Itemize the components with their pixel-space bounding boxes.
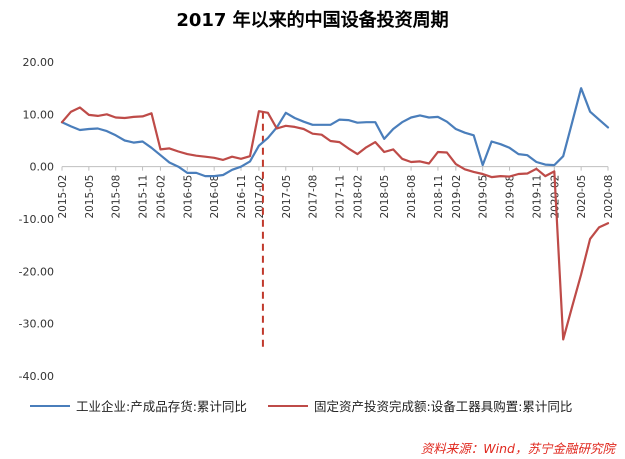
- y-tick-label: 0.00: [30, 161, 55, 174]
- series-lines: [60, 87, 610, 341]
- x-tick-label: 2017-11: [334, 175, 346, 219]
- x-tick-label: 2016-05: [182, 175, 194, 219]
- x-tick-label: 2017-08: [308, 175, 320, 219]
- y-tick-label: -40.00: [19, 370, 54, 383]
- y-tick-label: -10.00: [19, 213, 54, 226]
- y-tick-label: 20.00: [23, 56, 55, 69]
- x-tick-label: 2017-02: [254, 175, 266, 219]
- legend-swatch-equipment: [268, 404, 308, 407]
- chart-title: 2017 年以来的中国设备投资周期: [176, 10, 449, 31]
- x-tick-label: 2016-11: [236, 175, 248, 219]
- x-tick-label: 2019-02: [451, 175, 463, 219]
- x-tick-label: 2018-05: [379, 175, 391, 219]
- x-tick-label: 2018-08: [406, 175, 418, 219]
- y-tick-label: -30.00: [19, 318, 54, 331]
- x-tick-label: 2015-11: [138, 175, 150, 219]
- y-tick-label: 10.00: [23, 108, 55, 121]
- x-tick-label: 2018-02: [352, 175, 364, 219]
- x-tick-label: 2020-08: [603, 175, 615, 219]
- x-tick-label: 2015-05: [84, 175, 96, 219]
- legend-label-inventory: 工业企业:产成品存货:累计同比: [76, 399, 247, 414]
- source-note: 资料来源：Wind，苏宁金融研究院: [420, 441, 615, 456]
- legend-label-equipment: 固定资产投资完成额:设备工器具购置:累计同比: [314, 399, 573, 414]
- x-tick-label: 2019-11: [531, 175, 543, 219]
- x-tick-label: 2015-02: [57, 175, 69, 219]
- x-tick-label: 2019-05: [478, 175, 490, 219]
- legend-item-equipment: 固定资产投资完成额:设备工器具购置:累计同比: [268, 396, 572, 415]
- legend: 工业企业:产成品存货:累计同比 固定资产投资完成额:设备工器具购置:累计同比: [30, 396, 625, 418]
- x-tick-label: 2016-08: [209, 175, 221, 219]
- y-tick-label: -20.00: [19, 265, 54, 278]
- legend-item-inventory: 工业企业:产成品存货:累计同比: [30, 396, 247, 415]
- series-line-inventory: [60, 87, 610, 178]
- x-axis-ticks: 2015-02 2015-05 2015-08 2015-11 2016-02 2016-…: [57, 166, 615, 219]
- x-tick-label: 2016-02: [155, 175, 167, 219]
- y-axis-ticks: 20.00 10.00 0.00 -10.00 -20.00 -30.00 -40.00: [19, 56, 54, 383]
- legend-swatch-inventory: [30, 404, 70, 407]
- x-tick-label: 2020-05: [576, 175, 588, 219]
- x-tick-label: 2017-05: [281, 175, 293, 219]
- series-line-equipment: [60, 106, 610, 341]
- x-tick-label: 2015-08: [111, 175, 123, 219]
- x-tick-label: 2019-08: [505, 175, 517, 219]
- x-tick-label: 2018-11: [433, 175, 445, 219]
